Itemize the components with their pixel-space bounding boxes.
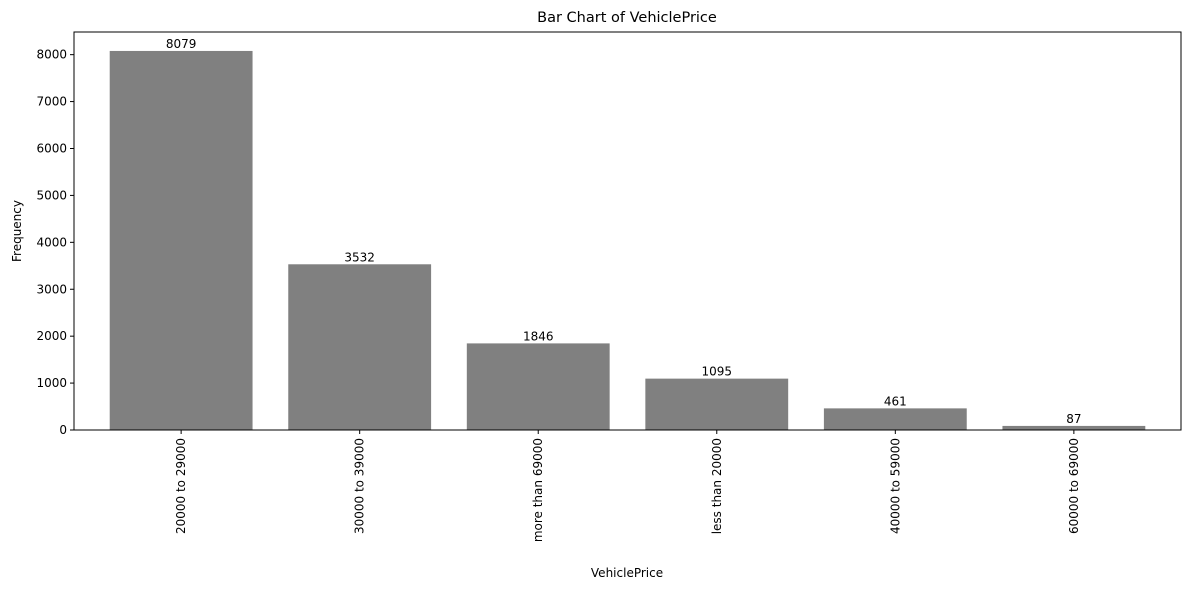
data-label-6: 87 <box>1066 412 1081 426</box>
y-axis-label: Frequency <box>10 200 24 262</box>
data-label-2: 3532 <box>344 250 375 264</box>
bar-1 <box>109 50 253 430</box>
y-tick-label-2: 2000 <box>36 329 67 343</box>
y-axis: 0 1000 2000 3000 4000 5000 6000 7000 8000 <box>36 48 74 437</box>
bar-5 <box>823 408 967 430</box>
y-tick-label-3: 3000 <box>36 282 67 296</box>
data-label-1: 8079 <box>166 37 197 51</box>
y-tick-label-7: 7000 <box>36 95 67 109</box>
x-axis-label: VehiclePrice <box>591 566 663 580</box>
x-tick-label-3: more than 69000 <box>531 438 545 542</box>
data-label-4: 1095 <box>701 365 732 379</box>
x-tick-label-6: 60000 to 69000 <box>1067 438 1081 534</box>
bars-layer <box>109 50 1146 430</box>
x-tick-label-5: 40000 to 59000 <box>888 438 902 534</box>
bar-6 <box>1002 425 1146 430</box>
bar-2 <box>288 264 432 430</box>
data-label-5: 461 <box>884 394 907 408</box>
x-tick-label-2: 30000 to 39000 <box>353 438 367 534</box>
y-tick-label-5: 5000 <box>36 188 67 202</box>
data-labels-layer: 8079 3532 1846 1095 461 87 <box>166 37 1082 426</box>
plot-area-frame <box>73 31 1182 431</box>
bar-3 <box>466 343 610 430</box>
x-tick-label-1: 20000 to 29000 <box>174 438 188 534</box>
x-tick-label-4: less than 20000 <box>710 438 724 534</box>
bar-4 <box>645 378 789 430</box>
y-tick-label-6: 6000 <box>36 142 67 156</box>
y-tick-label-0: 0 <box>59 423 67 437</box>
chart-title: Bar Chart of VehiclePrice <box>537 10 717 26</box>
x-axis: 20000 to 29000 30000 to 39000 more than 69… <box>174 430 1081 542</box>
y-tick-label-4: 4000 <box>36 235 67 249</box>
y-tick-label-1: 1000 <box>36 376 67 390</box>
data-label-3: 1846 <box>523 329 554 343</box>
y-tick-label-8: 8000 <box>36 48 67 62</box>
